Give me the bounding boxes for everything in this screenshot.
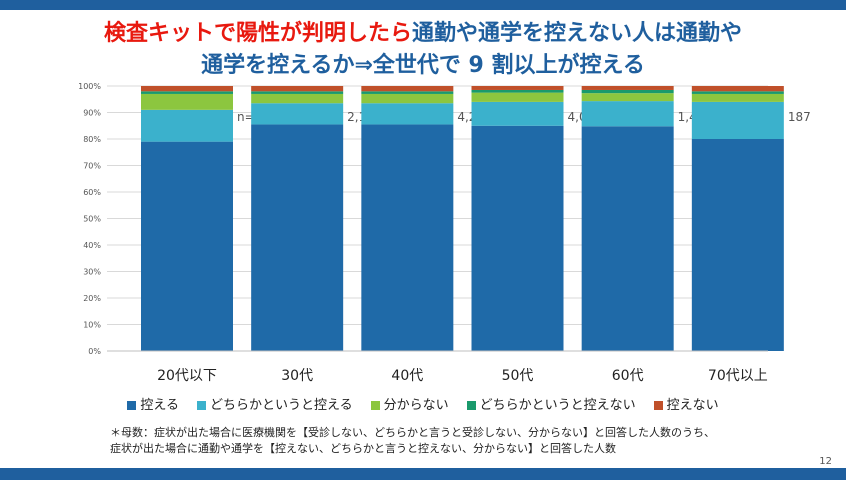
chart-legend: 控える どちらかというと控える 分からない どちらかというと控えない 控えない	[0, 394, 846, 413]
slide-title-line-2: 通学を控えるか⇒全世代で 9 割以上が控える	[201, 53, 645, 78]
x-category-label: 40代	[391, 368, 423, 384]
y-tick-label: 100%	[78, 82, 101, 91]
bar-segment	[251, 93, 344, 104]
top-accent-bar	[0, 0, 846, 10]
footnote-line-2: 症状が出た場合に通勤や通学を【控えない、どちらかと言うと控えない、分からない】と…	[110, 442, 616, 455]
bar-segment	[691, 139, 784, 351]
legend-item: どちらかというと控える	[196, 394, 353, 413]
bar-segment	[251, 103, 344, 125]
bar-segment	[691, 91, 784, 94]
y-tick-label: 20%	[83, 294, 101, 303]
title-rest: 通勤や通学を控えない人は通勤や	[412, 21, 743, 46]
bar-segment	[361, 124, 454, 351]
bar-segment	[471, 101, 564, 126]
bar-segment	[361, 93, 454, 104]
bar-segment	[471, 92, 564, 102]
bar-segment	[691, 93, 784, 102]
x-category-label: 20代以下	[157, 368, 217, 384]
footnote: ＊母数：症状が出た場合に医療機関を【受診しない、どちらかと言うと受診しない、分か…	[110, 425, 715, 457]
bar-segment	[691, 101, 784, 139]
legend-label: どちらかというと控えない	[479, 398, 636, 413]
bar-segment	[361, 86, 454, 92]
legend-item: 分からない	[370, 394, 449, 413]
bar-segment	[471, 86, 564, 90]
legend-item: 控えない	[653, 394, 719, 413]
slide-title-line-1: 検査キットで陽性が判明したら通勤や通学を控えない人は通勤や	[0, 20, 846, 48]
y-tick-label: 80%	[83, 135, 101, 144]
bar-segment	[471, 89, 564, 93]
bar-segment	[581, 101, 674, 127]
bar-segment	[471, 125, 564, 351]
bottom-accent-bar	[0, 468, 846, 480]
bar-segment	[251, 86, 344, 92]
y-tick-label: 30%	[83, 268, 101, 277]
legend-label: どちらかというと控える	[209, 398, 353, 413]
legend-swatch	[466, 401, 476, 410]
y-tick-label: 0%	[88, 347, 101, 356]
bar-segment	[581, 89, 674, 94]
legend-swatch	[196, 401, 206, 410]
bar-segment	[361, 91, 454, 94]
page-number: 12	[819, 456, 832, 467]
legend-label: 控える	[140, 398, 179, 413]
title-highlight: 検査キットで陽性が判明したら	[103, 21, 412, 46]
y-tick-label: 40%	[83, 241, 101, 250]
x-category-label: 60代	[612, 368, 644, 384]
y-tick-label: 10%	[83, 321, 101, 330]
bar-segment	[141, 93, 233, 110]
legend-swatch	[653, 401, 663, 410]
bar-segment	[141, 86, 233, 92]
bar-segment	[251, 124, 344, 351]
bar-segment	[141, 141, 233, 351]
bar-segment	[141, 91, 233, 94]
y-tick-label: 70%	[83, 162, 101, 171]
bar-segment	[141, 109, 233, 142]
legend-item: どちらかというと控えない	[466, 394, 636, 413]
legend-swatch	[127, 401, 137, 410]
legend-label: 控えない	[666, 398, 719, 413]
bar-segment	[581, 86, 674, 90]
y-tick-label: 60%	[83, 188, 101, 197]
bar-segment	[581, 126, 674, 351]
bar-segment	[691, 86, 784, 92]
x-category-label: 70代以上	[708, 368, 768, 384]
legend-item: 控える	[127, 394, 179, 413]
x-category-label: 50代	[502, 368, 534, 384]
bar-segment	[251, 91, 344, 94]
footnote-line-1: ＊母数：症状が出た場合に医療機関を【受診しない、どちらかと言うと受診しない、分か…	[110, 426, 715, 439]
bar-segment	[361, 103, 454, 125]
bar-segment	[581, 93, 674, 102]
n-label: 187	[788, 110, 811, 124]
legend-label: 分からない	[383, 398, 449, 413]
legend-swatch	[370, 401, 380, 410]
y-tick-label: 90%	[83, 109, 101, 118]
x-category-label: 30代	[281, 368, 313, 384]
y-tick-label: 50%	[83, 215, 101, 224]
